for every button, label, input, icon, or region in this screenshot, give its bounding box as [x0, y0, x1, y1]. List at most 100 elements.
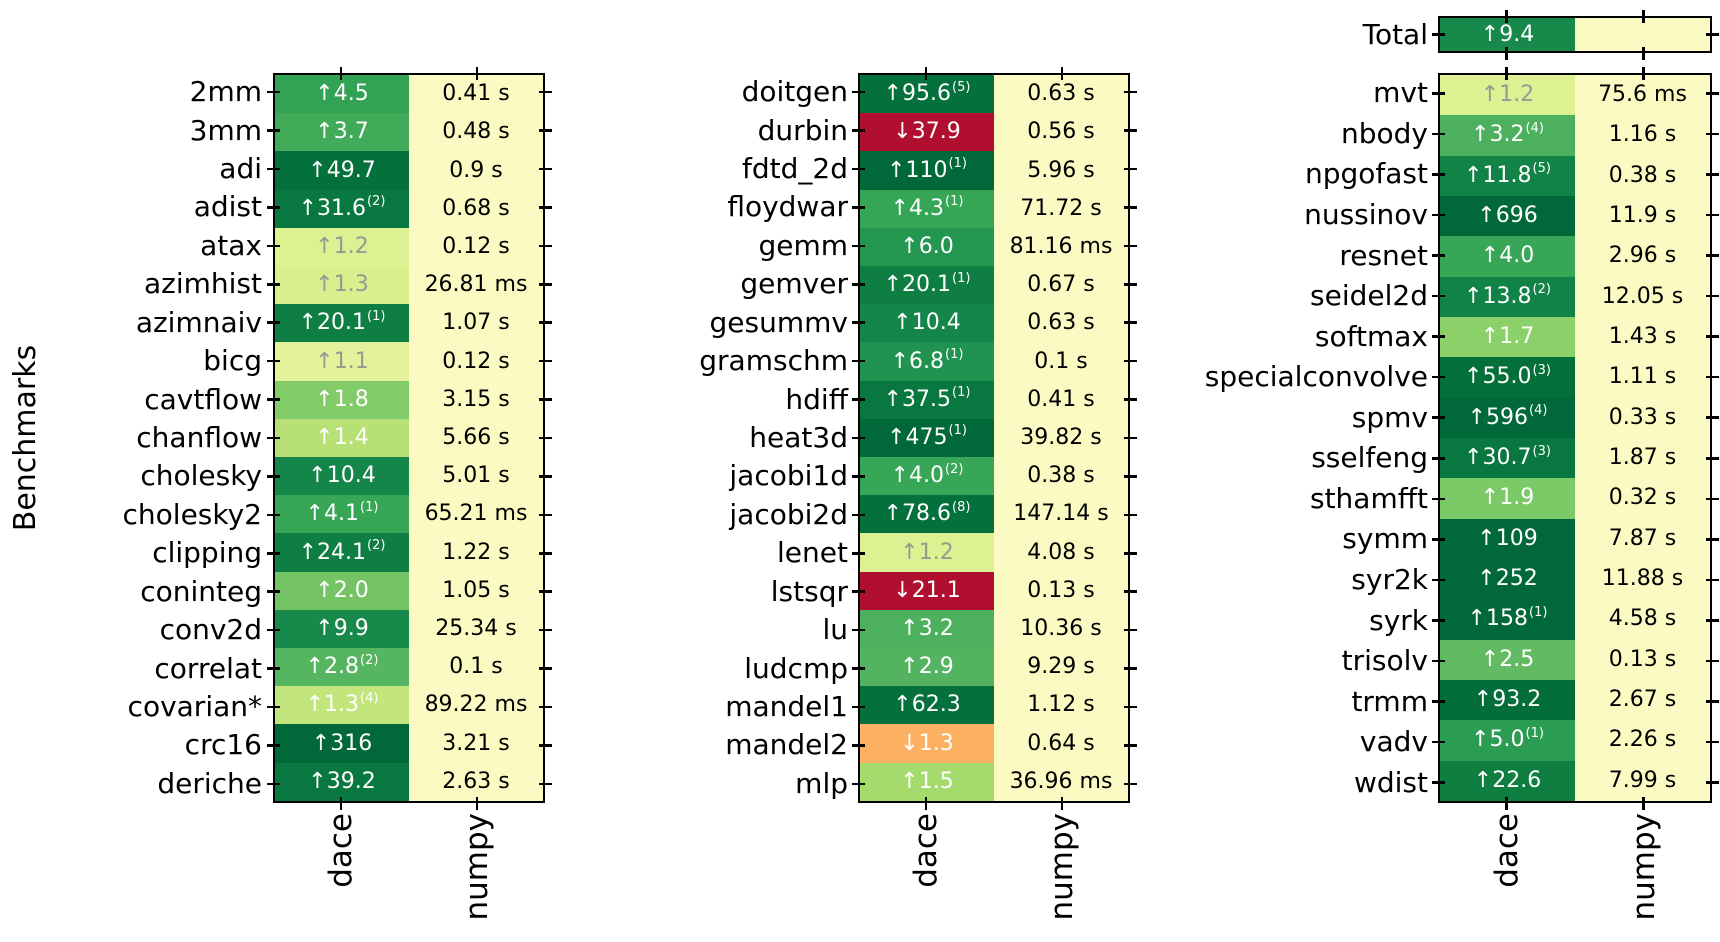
numpy-time-cell: 3.15 s	[409, 380, 543, 419]
row-label: azimnaiv	[135, 305, 262, 339]
row-label-column: doitgen durbin fdtd_2d floydwar gemm gemver ge…	[575, 73, 848, 803]
footnote-superscript: (1)	[1529, 604, 1548, 620]
row-label: trisolv	[1341, 644, 1428, 678]
numpy-time-cell: 12.05 s	[1575, 276, 1710, 317]
x-tick-label-numpy: numpy	[1625, 813, 1662, 921]
axis-tick	[538, 744, 552, 747]
heatmap-row: ↑9.9 25.34 s	[275, 609, 543, 649]
numpy-time-cell: 5.96 s	[994, 151, 1128, 190]
footnote-superscript: (1)	[948, 423, 967, 439]
axis-tick	[851, 475, 865, 478]
heatmap-panel: ↑4.5 0.41 s ↑3.7 0.48 s ↑49.7 0.9 s ↑31.6 (2) 0.…	[273, 73, 545, 803]
heatmap-row: ↑5.0 (1) 2.26 s	[1440, 720, 1710, 761]
numpy-time-cell: 25.34 s	[409, 609, 543, 649]
row-label: mlp	[795, 766, 848, 800]
axis-tick	[851, 167, 865, 171]
numpy-time-cell: 0.64 s	[994, 724, 1128, 763]
axis-tick	[339, 796, 343, 810]
axis-tick	[475, 66, 479, 80]
numpy-time-cell: 1.87 s	[1575, 437, 1710, 479]
heatmap-row: ↑2.8 (2) 0.1 s	[275, 648, 543, 687]
dace-speedup-cell: ↑30.7 (3)	[1440, 437, 1575, 479]
numpy-time-cell: 0.33 s	[1575, 397, 1710, 438]
heatmap-row: ↑6.8 (1) 0.1 s	[860, 342, 1128, 381]
axis-tick	[1123, 590, 1137, 593]
footnote-superscript: (2)	[367, 538, 386, 554]
heatmap-row: ↑62.3 1.12 s	[860, 686, 1128, 725]
footnote-superscript: (1)	[945, 194, 964, 210]
axis-tick	[266, 744, 280, 747]
axis-tick	[1123, 129, 1137, 132]
footnote-superscript: (1)	[1525, 725, 1544, 741]
numpy-time-cell: 2.26 s	[1575, 720, 1710, 761]
heatmap-row: ↑13.8 (2) 12.05 s	[1440, 276, 1710, 317]
axis-tick	[851, 436, 865, 440]
axis-tick	[1431, 213, 1445, 217]
axis-tick	[851, 90, 865, 94]
heatmap-row: ↑3.2 10.36 s	[860, 609, 1128, 649]
footnote-superscript: (3)	[1532, 443, 1551, 459]
footnote-superscript: (2)	[367, 194, 386, 210]
axis-tick	[538, 129, 552, 132]
axis-tick	[1705, 416, 1719, 419]
total-heatmap-row: ↑9.4	[1440, 18, 1710, 51]
axis-tick	[851, 129, 865, 132]
numpy-time-cell: 75.6 ms	[1575, 75, 1710, 116]
axis-tick	[851, 667, 865, 670]
footnote-superscript: (2)	[945, 461, 964, 477]
axis-tick	[538, 667, 552, 670]
axis-tick	[1431, 294, 1445, 298]
axis-tick	[1642, 9, 1645, 23]
row-label: jacobi2d	[729, 497, 848, 531]
row-label: doitgen	[741, 75, 848, 109]
dace-speedup-cell: ↓21.1	[860, 571, 994, 610]
axis-tick	[1431, 416, 1445, 419]
dace-speedup-cell: ↓37.9	[860, 113, 994, 152]
row-label: correlat	[154, 651, 262, 685]
heatmap-row: ↑24.1 (2) 1.22 s	[275, 533, 543, 572]
axis-tick	[851, 782, 865, 786]
axis-tick	[266, 475, 280, 478]
axis-tick	[538, 475, 552, 478]
axis-tick	[1060, 66, 1064, 80]
footnote-superscript: (4)	[360, 690, 379, 706]
dace-speedup-cell: ↑1.8	[275, 380, 409, 419]
dace-speedup-cell: ↑1.1	[275, 342, 409, 381]
axis-tick	[924, 66, 928, 80]
footnote-superscript: (1)	[945, 347, 964, 363]
x-tick-label-numpy: numpy	[459, 813, 495, 921]
row-label: seidel2d	[1310, 279, 1428, 313]
heatmap-row: ↓21.1 0.13 s	[860, 571, 1128, 610]
dace-speedup-cell: ↑252	[1440, 558, 1575, 600]
axis-tick	[1431, 132, 1445, 136]
numpy-time-cell: 36.96 ms	[994, 762, 1128, 801]
dace-speedup-cell: ↑62.3	[860, 686, 994, 725]
dace-speedup-cell: ↑4.5	[275, 75, 409, 114]
heatmap-row: ↑2.9 9.29 s	[860, 648, 1128, 687]
axis-tick	[1705, 335, 1719, 338]
row-label: lu	[822, 613, 848, 647]
dace-speedup-cell: ↑3.2 (4)	[1440, 115, 1575, 156]
row-label: gesummv	[709, 305, 848, 339]
heatmap-row: ↑31.6 (2) 0.68 s	[275, 189, 543, 228]
row-label: syrk	[1369, 603, 1428, 637]
axis-tick	[1123, 398, 1137, 401]
axis-tick	[1431, 619, 1445, 622]
numpy-time-cell: 0.48 s	[409, 113, 543, 152]
axis-tick	[1123, 321, 1137, 324]
axis-tick	[266, 206, 280, 209]
dace-speedup-cell: ↑49.7	[275, 151, 409, 190]
dace-speedup-cell: ↑11.8 (5)	[1440, 155, 1575, 196]
dace-speedup-cell: ↑20.1 (1)	[860, 266, 994, 305]
dace-speedup-cell: ↑55.0 (3)	[1440, 357, 1575, 398]
axis-tick	[266, 782, 280, 786]
axis-tick	[851, 744, 865, 747]
x-tick-label-dace: dace	[908, 813, 944, 888]
axis-tick	[1123, 705, 1137, 709]
dace-speedup-cell: ↑475 (1)	[860, 418, 994, 458]
axis-tick	[1705, 700, 1719, 703]
numpy-time-cell: 11.9 s	[1575, 195, 1710, 237]
numpy-time-cell: 1.12 s	[994, 686, 1128, 725]
heatmap-row: ↑109 7.87 s	[1440, 518, 1710, 559]
